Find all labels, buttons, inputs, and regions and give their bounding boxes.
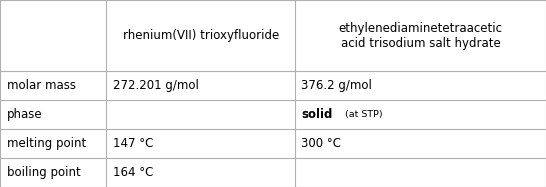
Text: phase: phase bbox=[7, 108, 42, 121]
Text: 164 °C: 164 °C bbox=[113, 166, 153, 179]
Text: rhenium(VII) trioxyfluoride: rhenium(VII) trioxyfluoride bbox=[122, 29, 279, 42]
Text: solid: solid bbox=[301, 108, 333, 121]
Text: 300 °C: 300 °C bbox=[301, 137, 341, 150]
Text: 376.2 g/mol: 376.2 g/mol bbox=[301, 79, 372, 92]
Text: melting point: melting point bbox=[7, 137, 86, 150]
Text: 147 °C: 147 °C bbox=[113, 137, 153, 150]
Text: (at STP): (at STP) bbox=[342, 110, 383, 119]
Text: molar mass: molar mass bbox=[7, 79, 75, 92]
Text: ethylenediaminetetraacetic
acid trisodium salt hydrate: ethylenediaminetetraacetic acid trisodiu… bbox=[339, 22, 502, 50]
Text: 272.201 g/mol: 272.201 g/mol bbox=[113, 79, 199, 92]
Text: boiling point: boiling point bbox=[7, 166, 80, 179]
